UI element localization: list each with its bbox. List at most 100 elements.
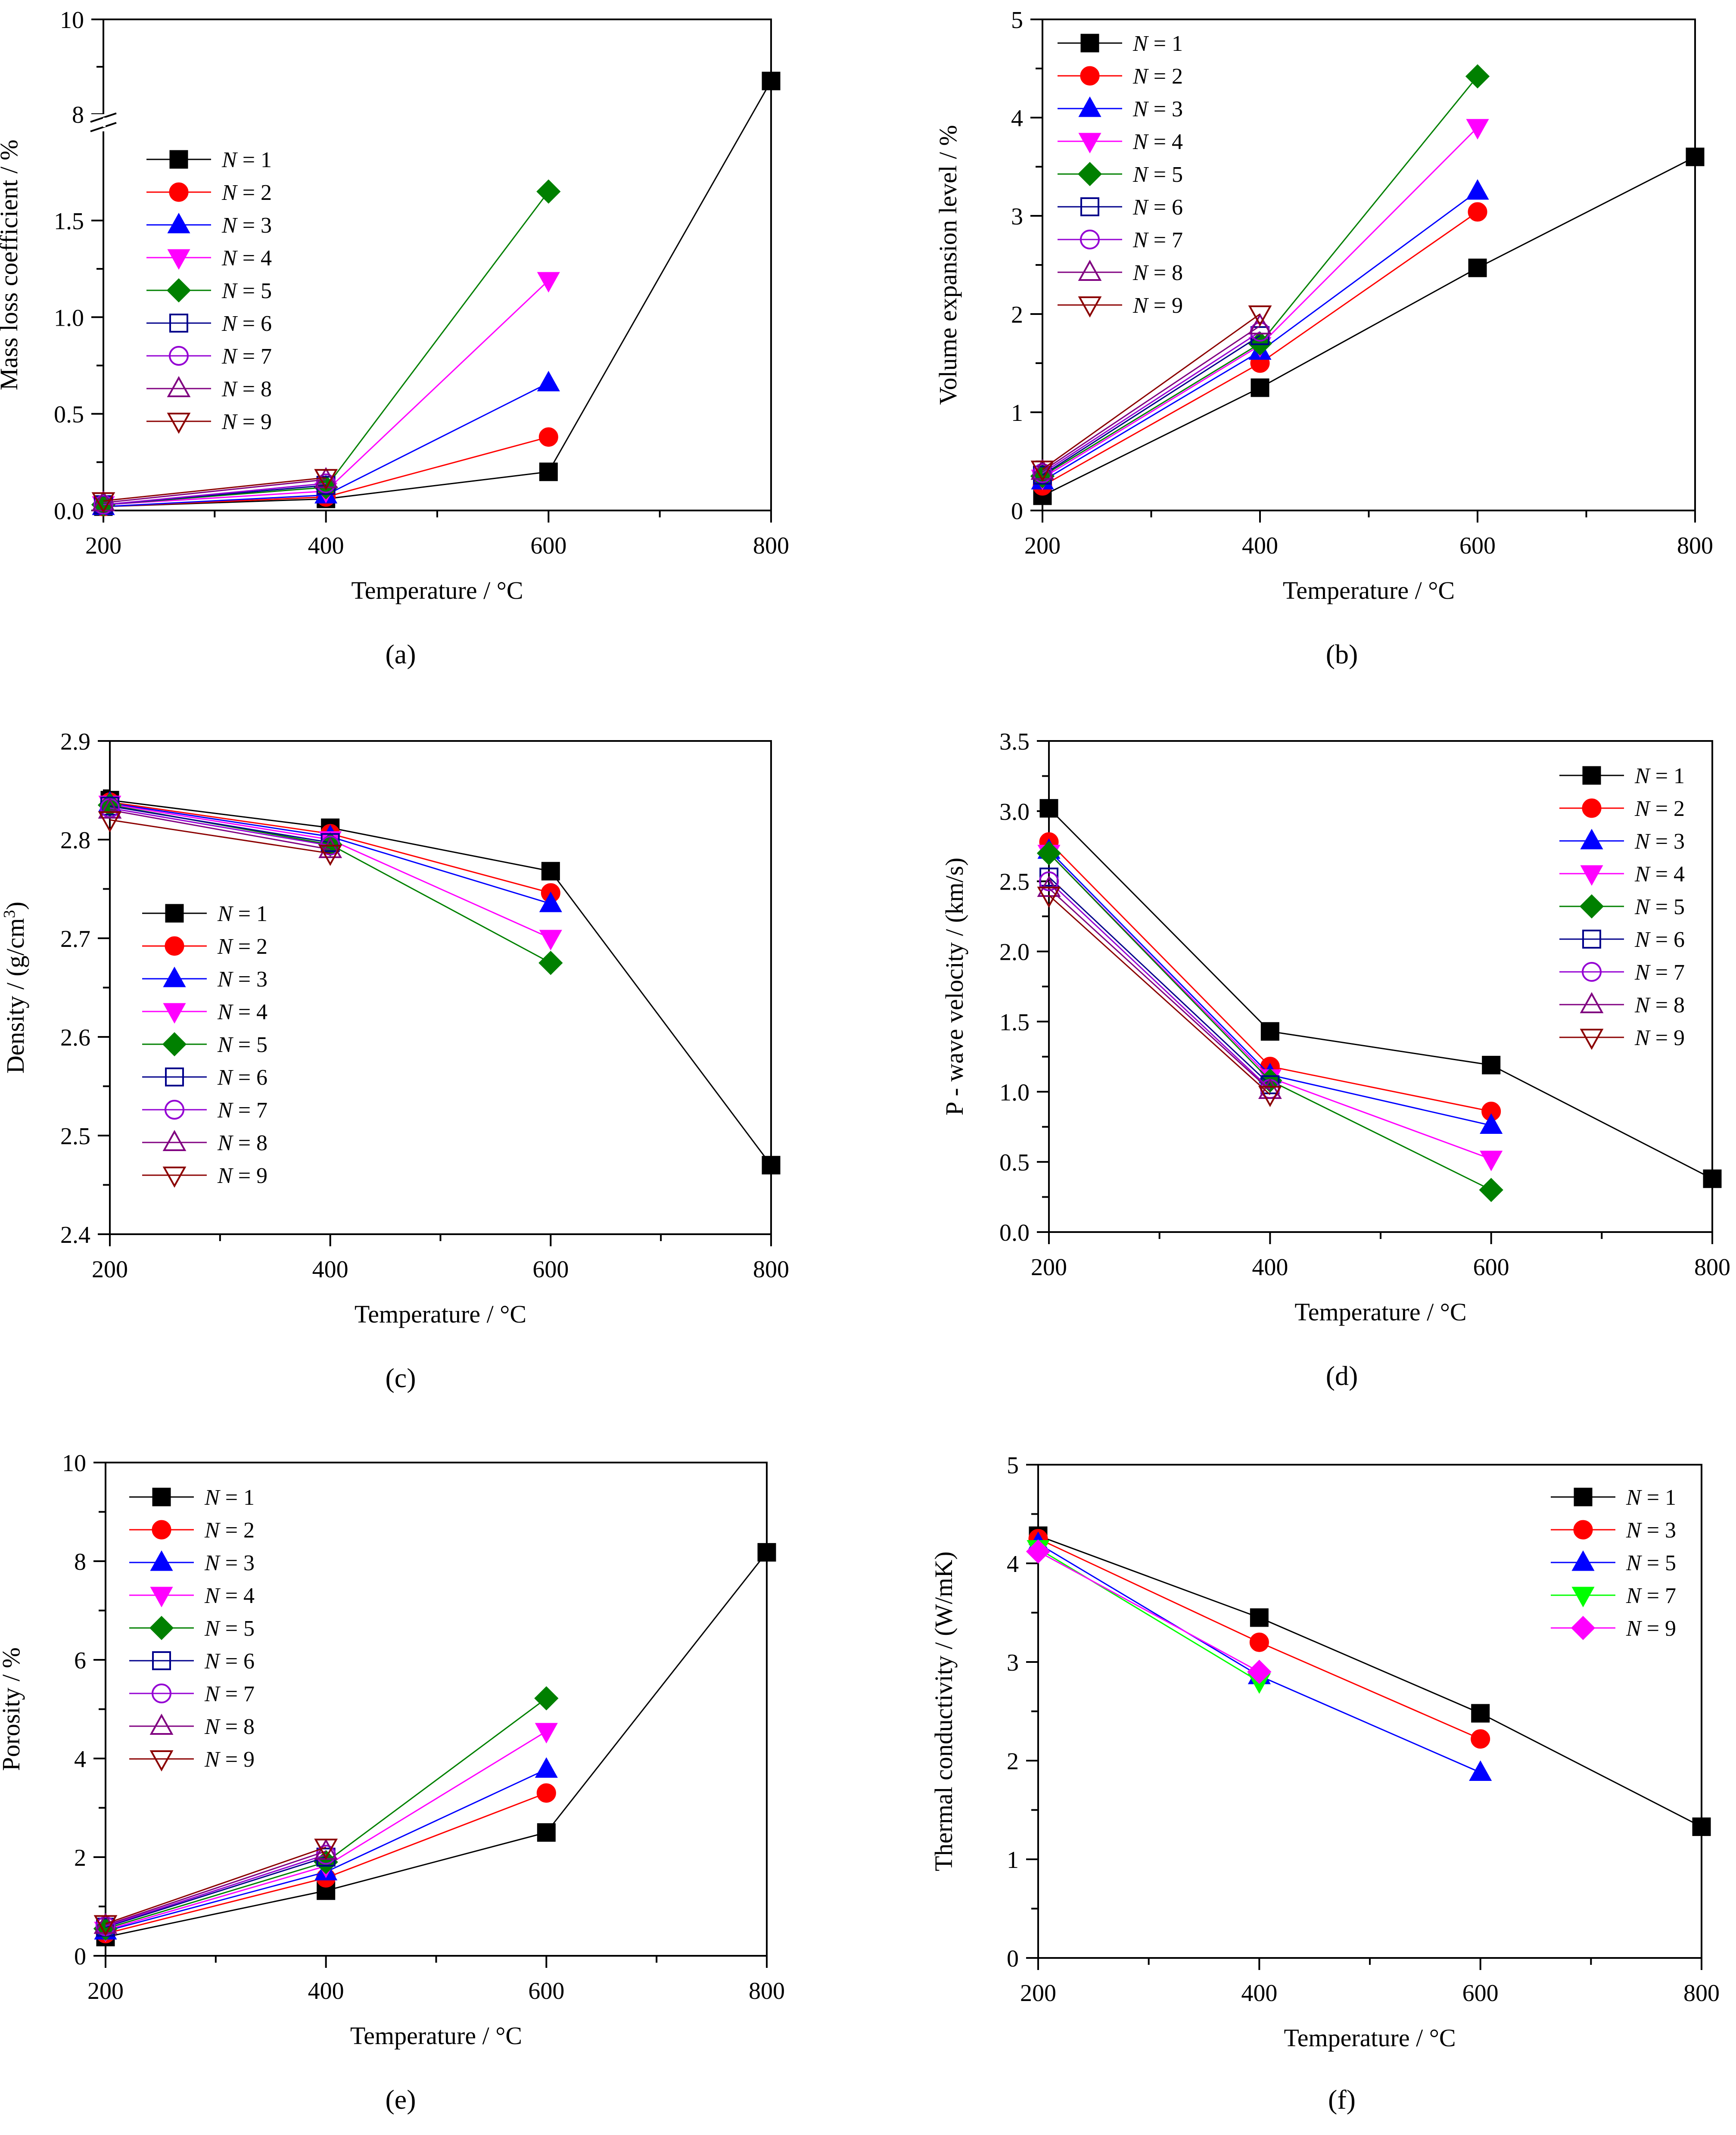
legend-variable: N xyxy=(1634,1026,1651,1050)
legend-variable: N xyxy=(221,311,238,336)
legend-label: N = 1 xyxy=(221,148,272,172)
y-tick-label: 3 xyxy=(1011,203,1023,230)
x-tick-label: 600 xyxy=(1462,1980,1499,2007)
y-axis-label: Thermal conductivity / (W/mK) xyxy=(930,1551,958,1871)
panel-b: 200 400 600 800 0 1 2 3 4 5 Temperature / °C Volume… xyxy=(934,7,1713,669)
panel-label: (c) xyxy=(385,1363,416,1393)
legend-variable: N xyxy=(1132,97,1149,121)
series-line xyxy=(105,1552,768,1938)
y-tick-label: 0 xyxy=(1011,498,1023,525)
series-N=5 xyxy=(91,179,561,517)
legend-label: N = 1 xyxy=(1626,1485,1676,1510)
x-tick-label: 800 xyxy=(753,1256,789,1283)
legend-label: N = 3 xyxy=(217,967,268,992)
data-point xyxy=(1248,305,1272,327)
legend-label: N = 4 xyxy=(1634,862,1685,887)
legend-marker xyxy=(149,1615,174,1640)
y-tick-label: 2.9 xyxy=(60,728,90,755)
legend-variable: N xyxy=(204,1682,221,1706)
legend-value: = 1 xyxy=(237,148,272,172)
legend-marker xyxy=(165,936,184,956)
data-point xyxy=(1703,1169,1722,1188)
data-point xyxy=(1037,887,1061,908)
legend-label: N = 6 xyxy=(204,1649,255,1674)
legend-marker xyxy=(1080,34,1099,53)
legend-value: = 3 xyxy=(220,1551,255,1575)
legend-value: = 1 xyxy=(1641,1485,1676,1510)
legend-label: N = 2 xyxy=(1132,64,1183,89)
x-tick-label: 800 xyxy=(749,1978,785,2004)
y-tick-label: 6 xyxy=(74,1647,86,1674)
data-point xyxy=(1033,463,1052,483)
legend-variable: N xyxy=(204,1715,221,1739)
legend-variable: N xyxy=(1634,960,1651,985)
series-line xyxy=(103,477,326,502)
legend-value: = 8 xyxy=(1650,993,1685,1018)
y-tick-label: 4 xyxy=(1011,105,1023,132)
legend-marker xyxy=(167,376,191,397)
x-tick-label: 200 xyxy=(87,1978,124,2004)
y-tick-label: 2 xyxy=(1007,1748,1019,1775)
series-line xyxy=(1042,127,1478,479)
legend-marker xyxy=(1582,798,1602,818)
legend: N = 1N = 3N = 5N = 7N = 9 xyxy=(1551,1485,1676,1641)
series-line xyxy=(1048,895,1271,1095)
series-N=4 xyxy=(1037,845,1503,1171)
series-line xyxy=(105,1854,327,1927)
legend-marker xyxy=(1078,133,1101,154)
data-point xyxy=(539,891,562,912)
y-tick-label: 1.5 xyxy=(999,1009,1030,1036)
y-axis-label: Density / (g/cm3) xyxy=(0,902,29,1074)
series-line xyxy=(1038,1548,1260,1683)
x-axis-label: Temperature / °C xyxy=(1284,2024,1456,2052)
legend-marker xyxy=(1580,865,1603,886)
legend-variable: N xyxy=(221,410,238,434)
data-point xyxy=(1468,202,1487,222)
x-tick-label: 800 xyxy=(1677,532,1713,559)
legend-label: N = 3 xyxy=(221,213,272,238)
series-N=9 xyxy=(91,469,338,514)
panel-label: (b) xyxy=(1326,639,1358,669)
legend-value: = 6 xyxy=(1148,195,1183,220)
legend-variable: N xyxy=(217,1131,234,1155)
legend-value: = 9 xyxy=(1650,1026,1685,1050)
legend-variable: N xyxy=(217,1033,234,1057)
series-N=9 xyxy=(1037,887,1282,1107)
legend-label: N = 6 xyxy=(217,1065,268,1090)
legend-value: = 9 xyxy=(237,410,272,434)
series-line xyxy=(105,1846,327,1924)
legend-variable: N xyxy=(221,377,238,401)
legend-marker xyxy=(1080,197,1099,216)
x-tick-label: 200 xyxy=(1024,532,1061,559)
legend-marker xyxy=(1580,828,1603,850)
data-point xyxy=(537,1823,556,1842)
legend-value: = 2 xyxy=(233,934,268,959)
data-point xyxy=(536,1783,556,1803)
data-point xyxy=(539,930,562,951)
data-point xyxy=(318,837,342,858)
legend-label: N = 6 xyxy=(221,311,272,336)
series-N=5 xyxy=(1027,1531,1492,1781)
legend: N = 1N = 2N = 3N = 4N = 5N = 6N = 7N = 8… xyxy=(142,902,268,1188)
series-line xyxy=(105,1856,327,1928)
x-tick-label: 600 xyxy=(1459,532,1496,559)
series-N=7 xyxy=(1027,1540,1271,1694)
legend-value: = 9 xyxy=(233,1164,268,1188)
data-point xyxy=(93,495,113,515)
data-point xyxy=(1471,1704,1490,1723)
legend-marker xyxy=(169,314,188,333)
legend-value: = 4 xyxy=(1650,862,1685,887)
legend-label: N = 4 xyxy=(1132,130,1183,154)
legend-label: N = 4 xyxy=(204,1584,255,1608)
y-tick-label: 2 xyxy=(1011,302,1023,328)
x-tick-label: 800 xyxy=(1683,1980,1720,2007)
series-line xyxy=(1048,881,1271,1089)
legend-label: N = 2 xyxy=(1634,797,1685,821)
legend-variable: N xyxy=(1626,1616,1643,1641)
legend-variable: N xyxy=(217,967,234,992)
legend-value: = 1 xyxy=(1650,764,1685,788)
series-line xyxy=(105,1850,327,1926)
x-tick-label: 200 xyxy=(85,532,121,559)
legend-variable: N xyxy=(1626,1584,1643,1608)
legend-label: N = 9 xyxy=(1132,293,1183,318)
